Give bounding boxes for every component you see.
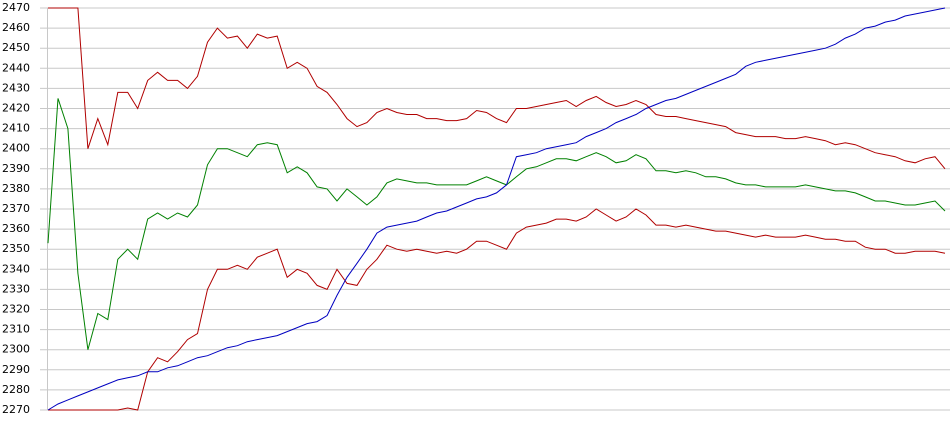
series-line — [47, 98, 946, 350]
y-tick-label: 2280 — [2, 383, 30, 396]
y-tick-label: 2390 — [2, 162, 30, 175]
y-tick-label: 2430 — [2, 81, 30, 94]
y-tick-label: 2320 — [2, 303, 30, 316]
y-tick-label: 2300 — [2, 343, 30, 356]
y-tick-label: 2360 — [2, 222, 30, 235]
y-tick-label: 2400 — [2, 142, 30, 155]
y-tick-label: 2340 — [2, 262, 30, 275]
y-tick-label: 2270 — [2, 403, 30, 416]
y-tick-label: 2470 — [2, 1, 30, 14]
y-tick-label: 2440 — [2, 61, 30, 74]
y-tick-label: 2420 — [2, 102, 30, 115]
series-line — [47, 7, 946, 411]
series-line — [48, 7, 946, 170]
y-tick-label: 2290 — [2, 363, 30, 376]
y-tick-label: 2330 — [2, 282, 30, 295]
y-tick-label: 2350 — [2, 242, 30, 255]
y-tick-label: 2310 — [2, 323, 30, 336]
y-tick-label: 2410 — [2, 122, 30, 135]
y-tick-label: 2370 — [2, 202, 30, 215]
series-line — [48, 208, 946, 411]
y-tick-label: 2460 — [2, 21, 30, 34]
y-tick-label: 2450 — [2, 41, 30, 54]
y-tick-label: 2380 — [2, 182, 30, 195]
